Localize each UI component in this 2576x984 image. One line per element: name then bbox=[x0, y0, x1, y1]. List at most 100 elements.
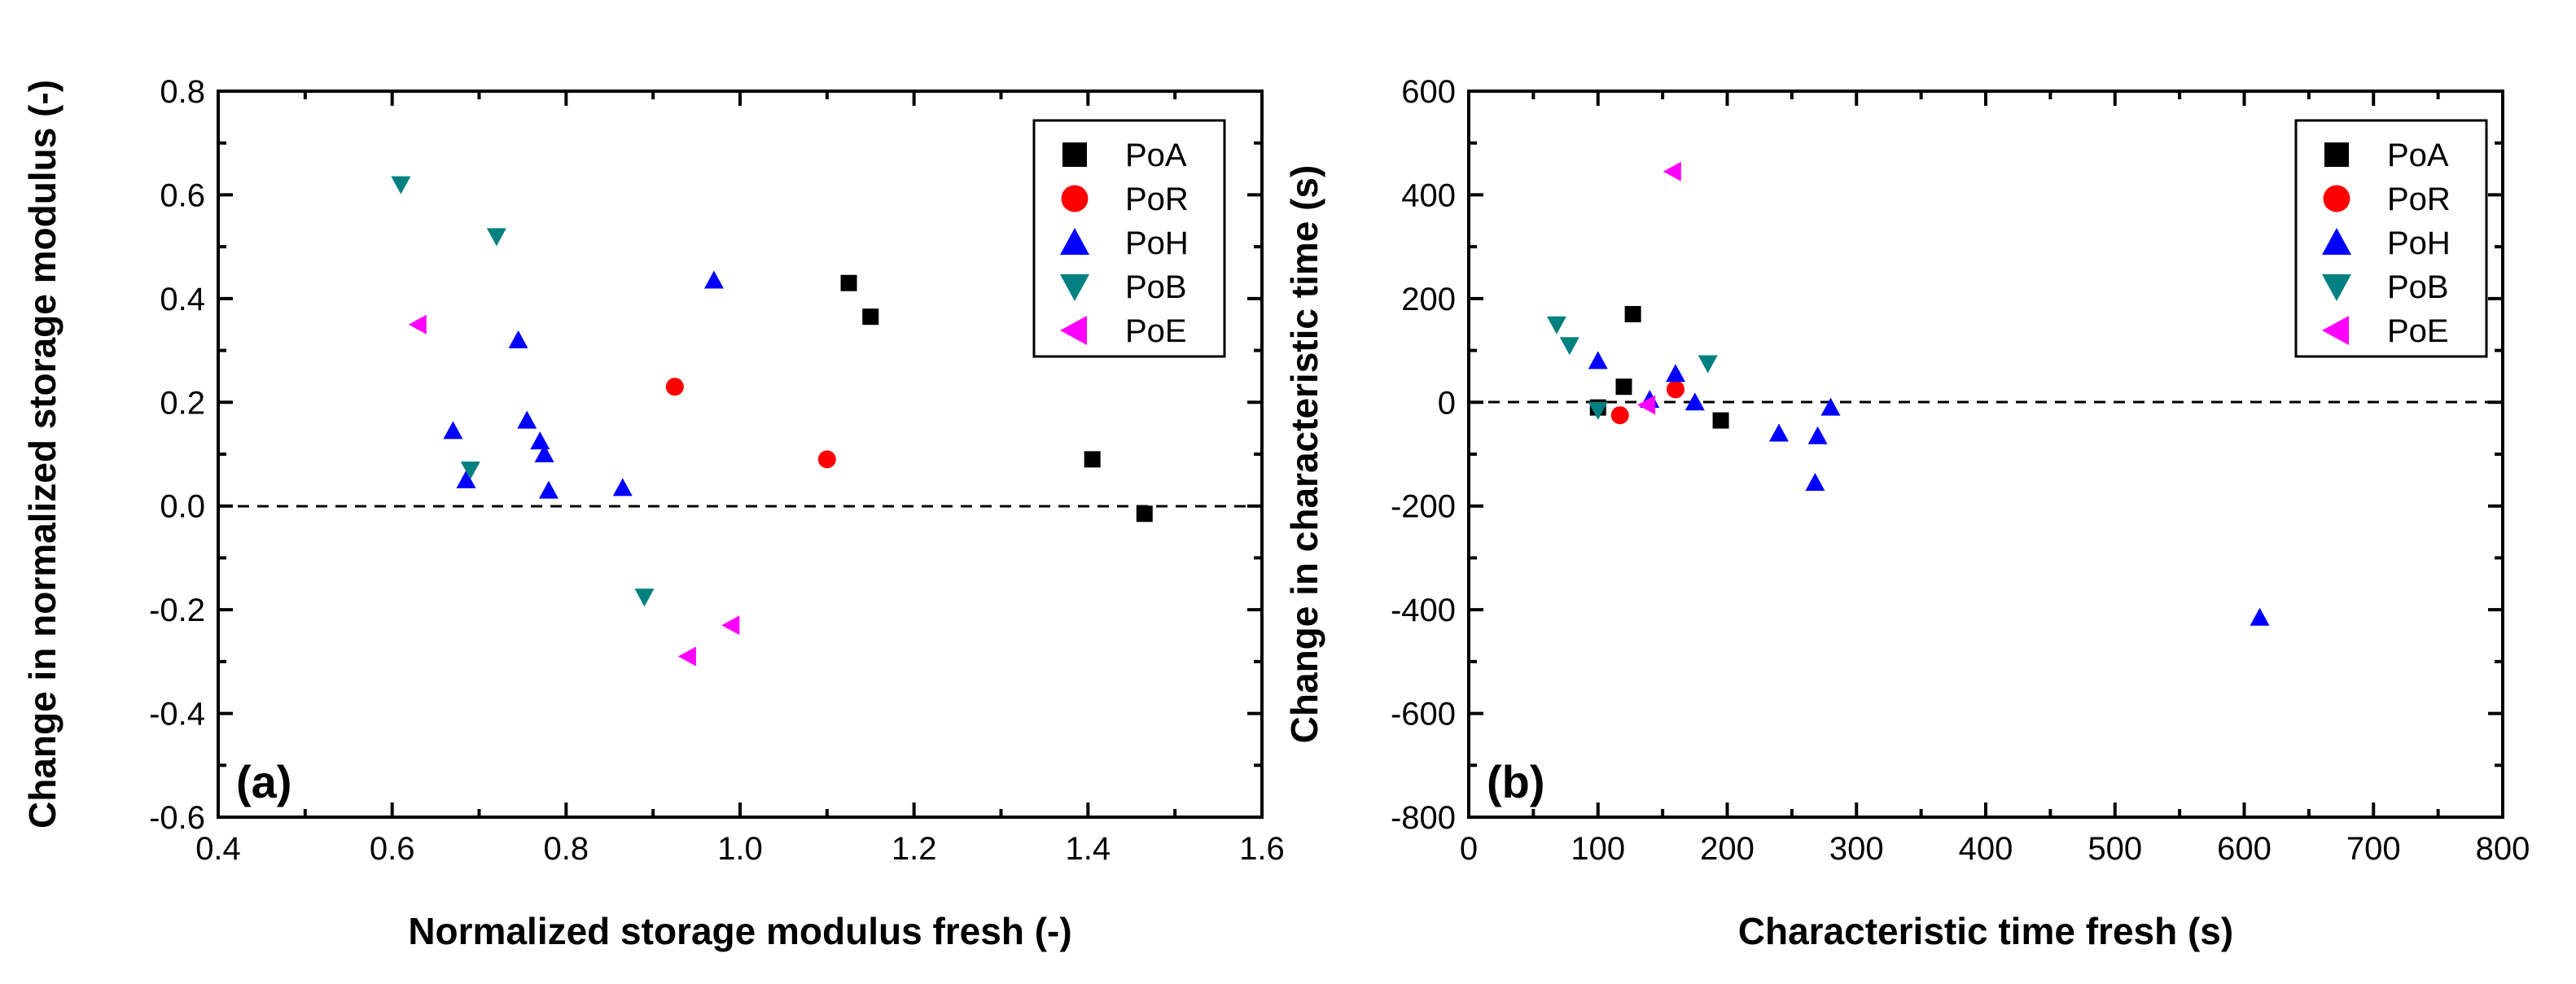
point-poh bbox=[1820, 397, 1841, 416]
legend-box bbox=[2294, 119, 2488, 358]
y-axis-label: Change in normalized storage modulus (-) bbox=[21, 80, 64, 829]
point-pob bbox=[1546, 316, 1566, 335]
legend-marker-pob bbox=[1060, 274, 1089, 301]
legend-label-pob: PoB bbox=[1125, 269, 1187, 305]
x-tick-label: 1.0 bbox=[717, 831, 763, 867]
axis-ticks: 0 100 200 300 400 500 600 700 800 -800 -600 -400 -20… bbox=[1391, 74, 2530, 867]
point-poh bbox=[517, 410, 537, 429]
y-tick-label: -800 bbox=[1391, 800, 1456, 836]
legend-label-poh: PoH bbox=[2387, 225, 2451, 261]
point-poe bbox=[1637, 395, 1656, 415]
x-tick-label: 500 bbox=[2088, 831, 2142, 867]
panel-label: (b) bbox=[1487, 756, 1545, 807]
data-points bbox=[1546, 161, 2270, 626]
point-poa bbox=[1624, 305, 1641, 322]
data-points bbox=[391, 176, 1153, 667]
point-poa bbox=[840, 274, 857, 291]
legend-marker-pob bbox=[2322, 274, 2351, 301]
legend-marker-por bbox=[2323, 185, 2350, 212]
legend-marker-poa bbox=[1062, 142, 1087, 167]
point-poh bbox=[1684, 392, 1705, 411]
panel-a: (a) Normalized storage modulus fresh (-)… bbox=[21, 74, 1285, 952]
point-poh bbox=[530, 431, 550, 450]
legend-marker-poe bbox=[2322, 316, 2349, 345]
point-poh bbox=[612, 478, 633, 496]
legend: PoA PoR PoH PoB PoE bbox=[1032, 119, 1226, 358]
y-tick-label: -0.4 bbox=[149, 697, 205, 733]
point-poh bbox=[456, 470, 476, 488]
legend-marker-por bbox=[1061, 185, 1089, 212]
point-poe bbox=[1663, 161, 1681, 181]
point-poh bbox=[1805, 473, 1825, 492]
point-poa bbox=[1712, 412, 1729, 429]
panel-b: (b) Characteristic time fresh (s) Change… bbox=[1283, 74, 2530, 952]
y-tick-label: -0.6 bbox=[149, 800, 205, 836]
y-tick-label: 200 bbox=[1401, 282, 1456, 317]
legend-box bbox=[1032, 119, 1226, 358]
point-pob bbox=[1559, 337, 1579, 356]
y-tick-label: -400 bbox=[1391, 593, 1456, 628]
x-tick-label: 600 bbox=[2217, 831, 2272, 867]
x-tick-label: 100 bbox=[1571, 831, 1625, 867]
point-poe bbox=[677, 646, 696, 667]
point-pob bbox=[486, 228, 506, 247]
y-tick-label: -0.2 bbox=[149, 593, 205, 628]
point-poa bbox=[1084, 451, 1101, 468]
panel-label: (a) bbox=[236, 756, 291, 807]
x-tick-label: 1.2 bbox=[892, 831, 937, 867]
point-poh bbox=[1588, 351, 1608, 370]
y-tick-label: 0.0 bbox=[160, 489, 205, 525]
point-poa bbox=[1615, 378, 1632, 396]
legend: PoA PoR PoH PoB PoE bbox=[2294, 119, 2488, 358]
legend-label-poe: PoE bbox=[2387, 313, 2449, 349]
x-tick-label: 800 bbox=[2476, 831, 2530, 867]
point-pob bbox=[1588, 401, 1608, 420]
legend-marker-poe bbox=[1060, 316, 1087, 345]
y-tick-label: 400 bbox=[1401, 177, 1456, 213]
plot-frame bbox=[217, 90, 1264, 819]
point-por bbox=[817, 450, 836, 469]
y-tick-label: -600 bbox=[1391, 697, 1456, 733]
y-tick-label: -200 bbox=[1391, 489, 1456, 525]
point-poe bbox=[721, 615, 740, 636]
y-tick-label: 0.6 bbox=[160, 177, 205, 213]
point-poh bbox=[703, 270, 724, 289]
x-tick-label: 0 bbox=[1460, 831, 1478, 867]
legend-marker-poh bbox=[1060, 228, 1089, 255]
point-poh bbox=[538, 480, 559, 499]
legend-label-por: PoR bbox=[2387, 181, 2451, 217]
x-tick-label: 700 bbox=[2346, 831, 2401, 867]
x-tick-label: 0.6 bbox=[370, 831, 415, 867]
point-poh bbox=[1666, 364, 1685, 383]
x-tick-label: 400 bbox=[1959, 831, 2013, 867]
y-tick-label: 0.4 bbox=[160, 282, 205, 317]
point-poh bbox=[1769, 423, 1789, 442]
point-por bbox=[1610, 406, 1629, 425]
point-pob bbox=[634, 588, 655, 607]
y-axis-label: Change in characteristic time (s) bbox=[1283, 165, 1325, 744]
point-poe bbox=[408, 314, 427, 335]
point-poh bbox=[1807, 426, 1828, 444]
point-poh bbox=[534, 444, 554, 462]
legend-marker-poa bbox=[2324, 142, 2349, 167]
point-poa bbox=[1136, 505, 1153, 523]
legend-marker-poh bbox=[2322, 228, 2351, 255]
point-poh bbox=[2250, 607, 2270, 626]
point-pob bbox=[460, 461, 480, 480]
point-poh bbox=[508, 330, 528, 348]
point-pob bbox=[391, 176, 411, 195]
x-tick-label: 0.8 bbox=[544, 831, 589, 867]
y-tick-label: 0.2 bbox=[160, 385, 205, 421]
legend-label-poa: PoA bbox=[1125, 138, 1187, 173]
y-tick-label: 600 bbox=[1401, 74, 1456, 110]
x-tick-label: 1.6 bbox=[1239, 831, 1285, 867]
axis-ticks: 0.4 0.6 0.8 1.0 1.2 1.4 1.6 -0.6 -0.4 -0.2 0.0 0.2 0… bbox=[149, 74, 1285, 867]
x-axis-label: Normalized storage modulus fresh (-) bbox=[408, 910, 1071, 952]
point-poa bbox=[862, 308, 879, 326]
point-poh bbox=[443, 421, 463, 440]
legend-label-pob: PoB bbox=[2387, 269, 2449, 305]
x-tick-label: 300 bbox=[1829, 831, 1884, 867]
x-tick-label: 1.4 bbox=[1066, 831, 1111, 867]
x-tick-label: 200 bbox=[1700, 831, 1755, 867]
